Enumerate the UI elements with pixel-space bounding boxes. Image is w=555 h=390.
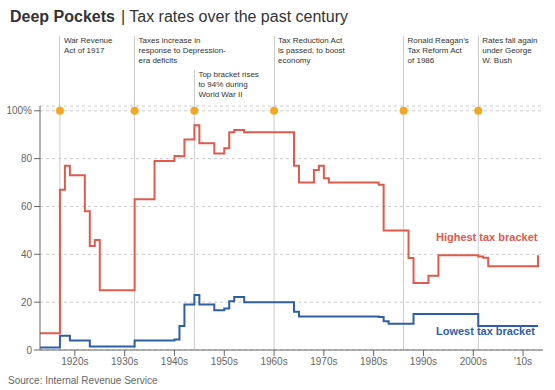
html-text:Act of 1917: Act of 1917 xyxy=(63,46,105,55)
html-text:Deep Pockets | Tax rates over: Deep Pockets | Tax rates over the past c… xyxy=(10,8,348,25)
html-text:response to Depression-: response to Depression- xyxy=(138,46,226,55)
html-text:Ronald Reagan’s: Ronald Reagan’s xyxy=(407,36,469,45)
svg-text:1940s: 1940s xyxy=(161,356,188,367)
html-text:Top bracket rises: Top bracket rises xyxy=(198,70,259,79)
svg-text:1950s: 1950s xyxy=(211,356,238,367)
svg-text:Highest tax bracket: Highest tax bracket xyxy=(436,231,538,243)
svg-text:'10s: '10s xyxy=(514,356,532,367)
svg-text:1970s: 1970s xyxy=(310,356,337,367)
html-text:era deficits: era deficits xyxy=(138,56,178,65)
svg-text:Lowest tax bracket: Lowest tax bracket xyxy=(436,325,535,337)
svg-text:80: 80 xyxy=(21,153,33,164)
svg-text:1960s: 1960s xyxy=(260,356,287,367)
svg-text:0: 0 xyxy=(26,345,32,356)
html-text:Rates fall again: Rates fall again xyxy=(482,36,538,45)
svg-text:1920s: 1920s xyxy=(61,356,88,367)
html-text:under George: under George xyxy=(482,46,532,55)
html-text:World War II: World War II xyxy=(198,90,243,99)
svg-text:1930s: 1930s xyxy=(111,356,138,367)
html-text:Taxes increase in: Taxes increase in xyxy=(138,36,201,45)
html-text:is passed, to boost: is passed, to boost xyxy=(278,46,345,55)
html-text:to 94% during: to 94% during xyxy=(198,80,248,89)
svg-text:100%: 100% xyxy=(8,105,32,116)
html-text:of 1986: of 1986 xyxy=(407,56,435,65)
svg-text:1990s: 1990s xyxy=(410,356,437,367)
html-text:Tax Reduction Act: Tax Reduction Act xyxy=(278,36,343,45)
html-text:economy: economy xyxy=(278,56,311,65)
svg-text:20: 20 xyxy=(21,297,33,308)
svg-text:1980s: 1980s xyxy=(360,356,387,367)
svg-text:40: 40 xyxy=(21,249,33,260)
svg-text:2000s: 2000s xyxy=(460,356,487,367)
html-text:W. Bush: W. Bush xyxy=(482,56,512,65)
html-text:Source: Internal Revenue Servi: Source: Internal Revenue Service xyxy=(8,375,158,386)
svg-text:60: 60 xyxy=(21,201,33,212)
html-text:War Revenue: War Revenue xyxy=(63,36,113,45)
html-text:Tax Reform Act: Tax Reform Act xyxy=(407,46,462,55)
